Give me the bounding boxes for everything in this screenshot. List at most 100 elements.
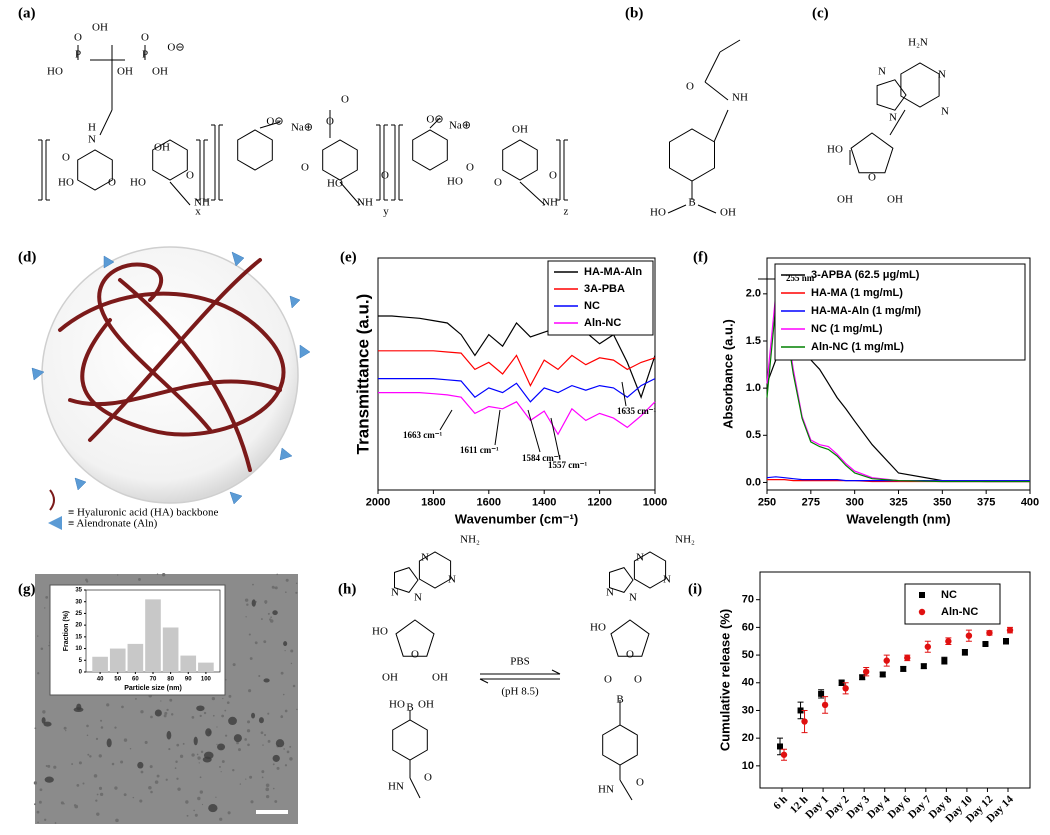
speck bbox=[224, 709, 227, 712]
particle bbox=[166, 730, 172, 740]
speck bbox=[38, 800, 42, 804]
legend-label: 3A-PBA bbox=[584, 283, 625, 295]
x-axis-label: Wavenumber (cm⁻¹) bbox=[455, 511, 578, 526]
annotation: 1663 cm⁻¹ bbox=[403, 430, 442, 440]
y-tick-label: 10 bbox=[75, 646, 82, 652]
speck bbox=[191, 753, 195, 757]
speck bbox=[201, 803, 204, 806]
speck bbox=[244, 598, 249, 602]
speck bbox=[120, 760, 124, 764]
atom-label: H₂N bbox=[908, 37, 928, 49]
panel-label: (g) bbox=[18, 581, 36, 597]
speck bbox=[236, 741, 239, 745]
atom-label: OH bbox=[418, 699, 434, 711]
particle bbox=[283, 641, 288, 647]
speck bbox=[249, 775, 253, 779]
x-tick-label: 400 bbox=[1021, 497, 1039, 509]
panel-label: (h) bbox=[338, 581, 356, 597]
x-tick-label: 40 bbox=[97, 676, 104, 682]
particle bbox=[196, 705, 205, 712]
atom-label: O bbox=[636, 777, 644, 789]
atom-label: HO bbox=[447, 176, 463, 188]
speck bbox=[269, 618, 272, 621]
x-tick-label: 325 bbox=[889, 497, 907, 509]
x-tick-label: 1200 bbox=[587, 497, 611, 509]
atom-label: y bbox=[383, 206, 389, 218]
speck bbox=[140, 710, 144, 714]
ring bbox=[152, 139, 188, 181]
panel-label: (b) bbox=[625, 5, 643, 21]
y-tick-label: 2.0 bbox=[746, 288, 761, 300]
speck bbox=[117, 574, 119, 576]
speck bbox=[221, 760, 225, 763]
bond bbox=[519, 181, 546, 206]
legend-text: ≡ Hyaluronic acid (HA) backbone bbox=[68, 507, 218, 519]
y-tick-label: 0.0 bbox=[746, 476, 761, 488]
point bbox=[777, 743, 783, 750]
speck bbox=[123, 793, 127, 797]
speck bbox=[148, 785, 152, 790]
x-tick-label: 1400 bbox=[532, 497, 556, 509]
speck bbox=[165, 778, 168, 781]
particle bbox=[275, 739, 285, 748]
speck bbox=[166, 708, 169, 712]
speck bbox=[264, 602, 267, 604]
atom-label: N bbox=[878, 66, 886, 78]
particle bbox=[202, 756, 212, 763]
particle bbox=[193, 736, 198, 746]
annotation-arrow bbox=[621, 381, 627, 407]
atom-label: O bbox=[186, 170, 194, 182]
ring bbox=[394, 567, 419, 593]
panel-label: (i) bbox=[688, 581, 702, 597]
nanocarrier-illustration bbox=[31, 246, 311, 530]
hist-bar bbox=[145, 599, 161, 672]
atom-label: OH bbox=[152, 66, 168, 78]
point bbox=[859, 674, 866, 681]
particle bbox=[43, 721, 52, 727]
atom-label: N bbox=[448, 574, 456, 586]
legend-box bbox=[774, 263, 1026, 361]
speck bbox=[219, 765, 221, 768]
y-tick-label: 15 bbox=[75, 634, 82, 640]
speck bbox=[93, 774, 98, 778]
speck bbox=[45, 765, 48, 768]
atom-label: HO bbox=[47, 66, 63, 78]
speck bbox=[160, 700, 162, 702]
annotation: 1635 cm⁻¹ bbox=[617, 406, 656, 416]
atom-label: N bbox=[88, 134, 96, 146]
ring bbox=[392, 719, 428, 761]
plot-frame bbox=[377, 257, 656, 491]
bond bbox=[409, 777, 421, 799]
speck bbox=[42, 710, 46, 714]
atom-label: O bbox=[341, 94, 349, 106]
legend-text: ≡ Alendronate (Aln) bbox=[68, 518, 158, 530]
speck bbox=[239, 783, 242, 785]
speck bbox=[282, 693, 285, 696]
point bbox=[965, 632, 973, 639]
speck bbox=[71, 763, 74, 766]
particle bbox=[217, 743, 226, 751]
atom-label: NH bbox=[357, 197, 373, 209]
atom-label: O bbox=[424, 772, 432, 784]
speck bbox=[285, 578, 289, 582]
speck bbox=[37, 672, 40, 675]
speck bbox=[47, 764, 51, 768]
speck bbox=[176, 743, 180, 747]
point bbox=[961, 649, 968, 656]
speck bbox=[280, 671, 284, 675]
speck bbox=[248, 689, 252, 693]
bond bbox=[339, 181, 361, 206]
bond bbox=[889, 109, 906, 136]
point bbox=[924, 643, 932, 650]
speck bbox=[106, 703, 110, 707]
speck bbox=[150, 790, 153, 794]
atom-label: z bbox=[564, 206, 569, 218]
speck bbox=[182, 742, 185, 745]
x-tick-label: 1600 bbox=[477, 497, 501, 509]
series-line bbox=[378, 378, 656, 403]
speck bbox=[185, 800, 189, 804]
ring bbox=[669, 128, 715, 182]
speck bbox=[37, 635, 39, 637]
speck bbox=[156, 573, 159, 576]
speck bbox=[168, 748, 171, 751]
